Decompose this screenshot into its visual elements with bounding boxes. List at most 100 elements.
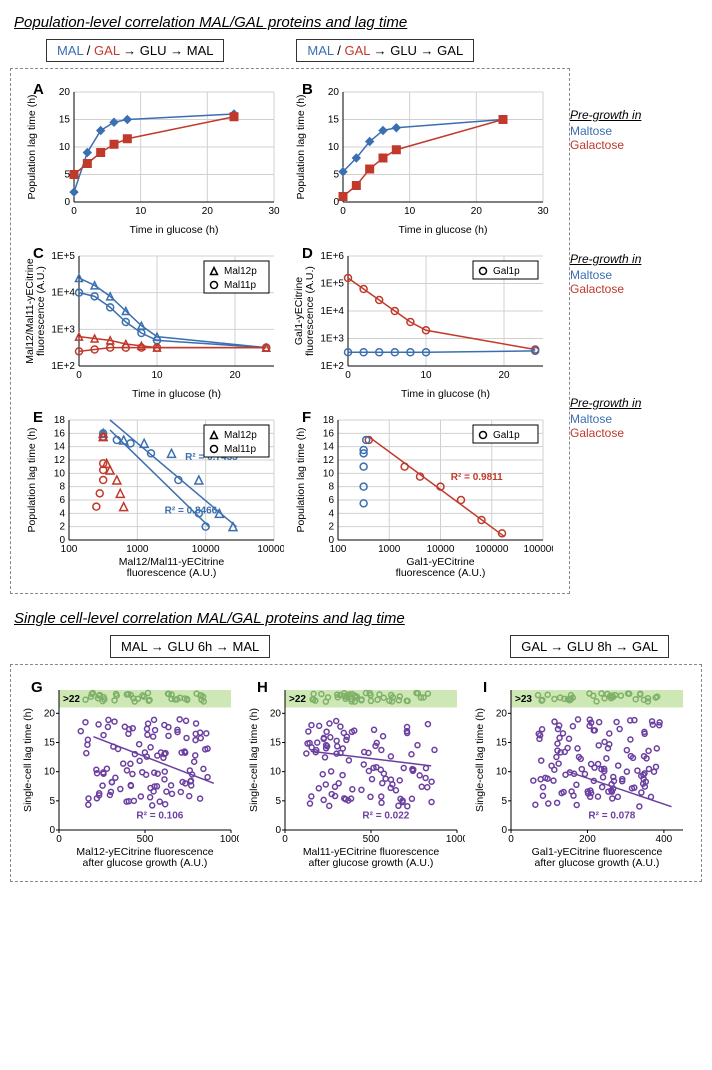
svg-text:after glucose growth (A.U.): after glucose growth (A.U.) — [83, 857, 208, 869]
svg-text:16: 16 — [54, 428, 66, 439]
svg-text:10: 10 — [44, 767, 56, 778]
svg-text:10: 10 — [270, 767, 282, 778]
svg-text:Single-cell lag time (h): Single-cell lag time (h) — [22, 708, 34, 812]
line: Maltose — [570, 412, 690, 426]
singlecell-panels-frame: G0510152005001000>22R² = 0.106Mal12-yECi… — [10, 664, 702, 882]
letter: E — [33, 409, 43, 426]
svg-text:>22: >22 — [289, 694, 306, 705]
svg-text:6: 6 — [328, 495, 334, 506]
svg-text:14: 14 — [323, 442, 335, 453]
svg-text:2: 2 — [328, 522, 334, 533]
svg-text:R² = 0.022: R² = 0.022 — [362, 810, 409, 821]
svg-text:1E+6: 1E+6 — [320, 251, 344, 262]
svg-text:0: 0 — [76, 370, 82, 381]
svg-text:0: 0 — [56, 834, 62, 845]
txt: → GLU → GAL — [370, 43, 463, 58]
svg-text:>22: >22 — [63, 694, 80, 705]
svg-text:Time in glucose (h): Time in glucose (h) — [130, 224, 219, 236]
svg-text:Time in glucose (h): Time in glucose (h) — [401, 388, 490, 400]
svg-text:20: 20 — [328, 87, 340, 98]
svg-text:0: 0 — [282, 834, 288, 845]
svg-text:100000: 100000 — [257, 544, 284, 555]
line: Galactose — [570, 138, 690, 152]
svg-text:Mal12p: Mal12p — [224, 266, 257, 277]
condition-right: MAL / GAL → GLU → GAL — [296, 39, 474, 62]
condition-I: GAL → GLU 8h → GAL — [510, 635, 669, 658]
line: Maltose — [570, 124, 690, 138]
svg-text:10000: 10000 — [192, 544, 220, 555]
txt: MAL — [307, 43, 333, 58]
svg-text:1E+4: 1E+4 — [320, 306, 344, 317]
side-legend-3: Pre-growth in Maltose Galactose — [570, 296, 690, 440]
svg-text:18: 18 — [54, 415, 66, 426]
svg-text:1000: 1000 — [378, 544, 401, 555]
svg-text:0: 0 — [340, 206, 346, 217]
svg-text:20: 20 — [471, 206, 483, 217]
svg-text:fluorescence (A.U.): fluorescence (A.U.) — [396, 567, 486, 579]
letter: G — [31, 679, 43, 696]
svg-text:0: 0 — [275, 825, 281, 836]
line: Galactose — [570, 282, 690, 296]
svg-text:15: 15 — [59, 115, 71, 126]
section1-title: Population-level correlation MAL/GAL pro… — [14, 14, 702, 31]
hdr: Pre-growth in — [570, 396, 690, 410]
svg-text:200: 200 — [579, 834, 596, 845]
svg-text:20: 20 — [59, 87, 71, 98]
svg-text:Mal12p: Mal12p — [224, 430, 257, 441]
panel-F: F024681012141618100100010000100000100000… — [288, 405, 553, 585]
svg-text:20: 20 — [270, 708, 282, 719]
svg-text:6: 6 — [59, 495, 65, 506]
svg-text:R² = 0.9811: R² = 0.9811 — [451, 472, 503, 483]
svg-text:Population lag time (h): Population lag time (h) — [26, 427, 38, 532]
svg-text:100: 100 — [61, 544, 78, 555]
txt: MAL — [57, 43, 83, 58]
top-condition-labels: MAL / GAL → GLU → MAL MAL / GAL → GLU → … — [10, 39, 702, 62]
svg-text:8: 8 — [59, 482, 65, 493]
svg-text:Time in glucose (h): Time in glucose (h) — [132, 388, 221, 400]
svg-text:16: 16 — [323, 428, 335, 439]
txt: GAL — [94, 43, 120, 58]
letter: A — [33, 81, 44, 98]
hdr: Pre-growth in — [570, 108, 690, 122]
svg-text:Population lag time (h): Population lag time (h) — [26, 94, 38, 199]
svg-text:5: 5 — [275, 796, 281, 807]
svg-text:20: 20 — [229, 370, 241, 381]
txt: GAL — [344, 43, 370, 58]
svg-text:fluorescence (A.U.): fluorescence (A.U.) — [35, 266, 47, 356]
svg-text:0: 0 — [71, 206, 77, 217]
svg-text:2: 2 — [59, 522, 65, 533]
population-panels-frame: A051015200102030Time in glucose (h)Popul… — [10, 68, 570, 594]
txt: → GLU → MAL — [120, 43, 214, 58]
svg-text:0: 0 — [501, 825, 507, 836]
letter: D — [302, 245, 313, 262]
svg-text:8: 8 — [328, 482, 334, 493]
svg-text:10: 10 — [420, 370, 432, 381]
side-legend-1: Pre-growth in Maltose Galactose — [570, 68, 690, 152]
panel-A: A051015200102030Time in glucose (h)Popul… — [19, 77, 284, 237]
svg-text:15: 15 — [44, 738, 56, 749]
section2-title: Single cell-level correlation MAL/GAL pr… — [14, 610, 702, 627]
svg-text:1000: 1000 — [126, 544, 149, 555]
svg-text:5: 5 — [501, 796, 507, 807]
svg-text:Single-cell lag time (h): Single-cell lag time (h) — [474, 708, 486, 812]
svg-text:10: 10 — [323, 468, 335, 479]
svg-text:12: 12 — [54, 455, 66, 466]
panel-C: C1E+21E+31E+41E+501020Mal12pMal11pTime i… — [19, 241, 284, 401]
letter: C — [33, 245, 44, 262]
svg-text:20: 20 — [202, 206, 214, 217]
svg-text:30: 30 — [268, 206, 280, 217]
panel-G: G0510152005001000>22R² = 0.106Mal12-yECi… — [17, 675, 239, 875]
letter: F — [302, 409, 311, 426]
txt: / — [334, 43, 345, 58]
svg-text:Single-cell lag time (h): Single-cell lag time (h) — [248, 708, 260, 812]
svg-text:1E+3: 1E+3 — [320, 334, 344, 345]
svg-text:15: 15 — [270, 738, 282, 749]
svg-text:fluorescence (A.U.): fluorescence (A.U.) — [304, 266, 316, 356]
svg-text:500: 500 — [363, 834, 380, 845]
svg-text:Mal11p: Mal11p — [224, 280, 256, 291]
svg-text:18: 18 — [323, 415, 335, 426]
svg-text:1E+4: 1E+4 — [51, 288, 75, 299]
svg-text:R² = 0.078: R² = 0.078 — [588, 810, 635, 821]
svg-text:fluorescence (A.U.): fluorescence (A.U.) — [127, 567, 217, 579]
svg-text:20: 20 — [496, 708, 508, 719]
